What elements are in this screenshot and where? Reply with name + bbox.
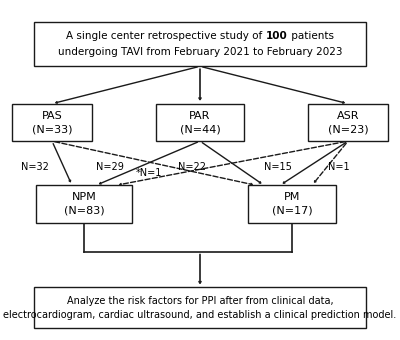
FancyBboxPatch shape [12,104,92,141]
Text: Analyze the risk factors for PPI after from clinical data,
electrocardiogram, ca: Analyze the risk factors for PPI after f… [3,296,397,320]
Text: N=29: N=29 [96,162,124,172]
Text: undergoing TAVI from February 2021 to February 2023: undergoing TAVI from February 2021 to Fe… [58,47,342,57]
Text: 100: 100 [266,31,288,41]
FancyBboxPatch shape [34,22,366,66]
Text: PAR
(N=44): PAR (N=44) [180,111,220,134]
Text: patients: patients [288,31,334,41]
FancyBboxPatch shape [248,185,336,223]
Text: *N=1: *N=1 [136,168,162,179]
Text: N=1: N=1 [328,162,350,172]
FancyBboxPatch shape [308,104,388,141]
Text: PAS
(N=33): PAS (N=33) [32,111,72,134]
Text: PM
(N=17): PM (N=17) [272,192,312,216]
Text: A single center retrospective study of: A single center retrospective study of [0,31,200,41]
Text: N=32: N=32 [21,162,49,172]
FancyBboxPatch shape [34,287,366,328]
Text: N=15: N=15 [264,162,292,172]
Text: A single center retrospective study of: A single center retrospective study of [66,31,266,41]
Text: N=22: N=22 [178,162,206,172]
FancyBboxPatch shape [156,104,244,141]
Text: ASR
(N=23): ASR (N=23) [328,111,368,134]
Text: NPM
(N=83): NPM (N=83) [64,192,104,216]
FancyBboxPatch shape [36,185,132,223]
